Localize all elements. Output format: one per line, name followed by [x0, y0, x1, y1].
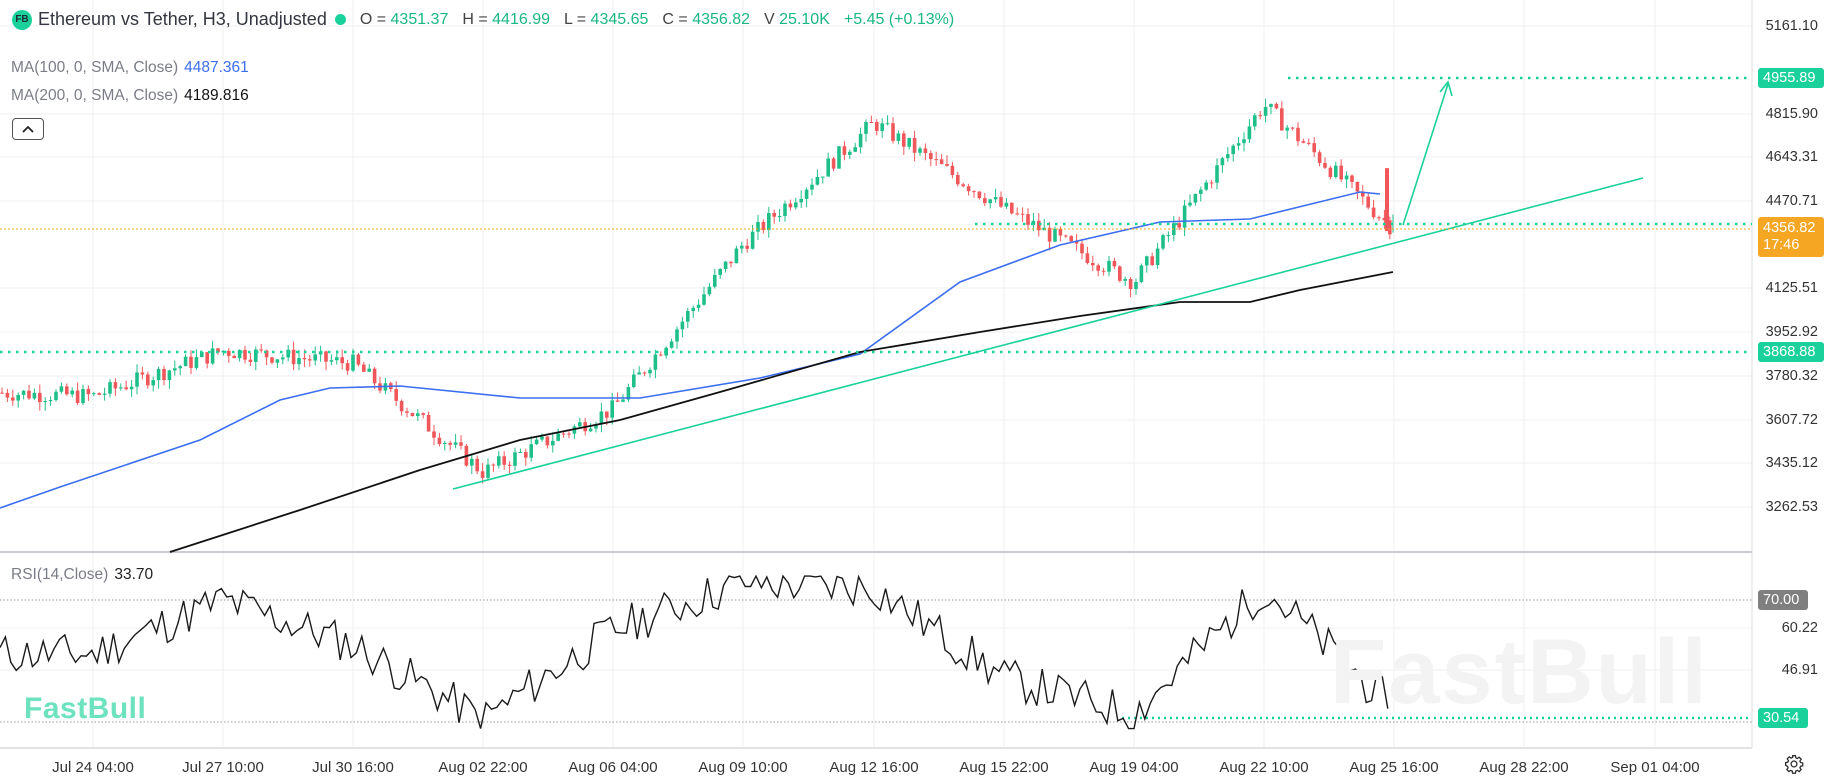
price-change: +5.45 (+0.13%)	[843, 10, 955, 28]
rsi-level-tag: 30.54	[1758, 708, 1808, 728]
market-status-icon	[334, 14, 346, 25]
collapse-indicators-button[interactable]	[12, 118, 44, 140]
time-axis-label: Aug 28 22:00	[1479, 759, 1569, 776]
resistance-price-tag: 4955.89	[1758, 68, 1824, 88]
time-axis-label: Aug 12 16:00	[829, 759, 919, 776]
ohlc-low: L = 4345.65	[564, 10, 649, 28]
time-axis-label: Aug 06 04:00	[568, 759, 658, 776]
price-axis-tick: 4643.31	[1765, 149, 1818, 165]
price-axis-tick: 4125.51	[1765, 280, 1818, 296]
ohlc-high: H = 4416.99	[462, 10, 550, 28]
rsi-overbought-tag: 70.00	[1758, 590, 1808, 610]
time-axis-label: Aug 09 10:00	[698, 759, 788, 776]
time-axis-label: Aug 15 22:00	[959, 759, 1049, 776]
price-axis-tick: 4470.71	[1765, 193, 1818, 209]
rsi-axis-tick: 46.91	[1781, 662, 1818, 678]
rsi-axis-tick: 60.22	[1781, 620, 1818, 636]
price-axis-tick: 4815.90	[1765, 106, 1818, 122]
price-axis-tick: 3780.32	[1765, 368, 1818, 384]
settings-gear-icon[interactable]	[1784, 754, 1804, 774]
ma100-line	[0, 191, 1381, 509]
fastbull-logo-icon: FB	[12, 9, 32, 30]
time-axis-label: Aug 22 10:00	[1219, 759, 1309, 776]
ohlc-close: C = 4356.82	[662, 10, 751, 28]
time-axis-label: Aug 25 16:00	[1349, 759, 1439, 776]
price-axis-tick: 3435.12	[1765, 455, 1818, 471]
price-axis-tick: 3262.53	[1765, 499, 1818, 515]
time-axis-label: Jul 30 16:00	[312, 759, 394, 776]
time-axis-label: Sep 01 04:00	[1610, 759, 1700, 776]
time-axis-label: Aug 02 22:00	[438, 759, 528, 776]
projection-arrow	[1402, 83, 1449, 226]
ohlc-open: O = 4351.37	[359, 10, 449, 28]
trendline	[452, 177, 1644, 490]
watermark-logo: FastBull	[24, 692, 147, 725]
chevron-up-icon	[22, 125, 34, 133]
time-axis-label: Jul 27 10:00	[182, 759, 264, 776]
time-axis-label: Jul 24 04:00	[52, 759, 134, 776]
current-price-tag: 4356.82 17:46	[1758, 217, 1824, 257]
price-axis-tick: 3952.92	[1765, 324, 1818, 340]
rsi-line	[0, 574, 1389, 730]
ma200-line	[169, 271, 1394, 553]
ma100-legend[interactable]: MA(100, 0, SMA, Close) 4487.361	[11, 59, 249, 76]
price-axis-tick: 5161.10	[1765, 18, 1818, 34]
time-axis-label: Aug 19 04:00	[1089, 759, 1179, 776]
ohlc-volume: V 25.10K	[764, 10, 830, 28]
rsi-legend[interactable]: RSI(14,Close) 33.70	[11, 566, 154, 583]
support-price-tag: 3868.88	[1758, 342, 1824, 362]
price-axis-tick: 3607.72	[1765, 412, 1818, 428]
bar-countdown: 17:46	[1763, 237, 1800, 253]
symbol-title: Ethereum vs Tether, H3, Unadjusted	[38, 9, 327, 29]
ma200-legend[interactable]: MA(200, 0, SMA, Close) 4189.816	[11, 87, 249, 104]
chart-legend: FB Ethereum vs Tether, H3, Unadjusted O …	[12, 9, 968, 30]
